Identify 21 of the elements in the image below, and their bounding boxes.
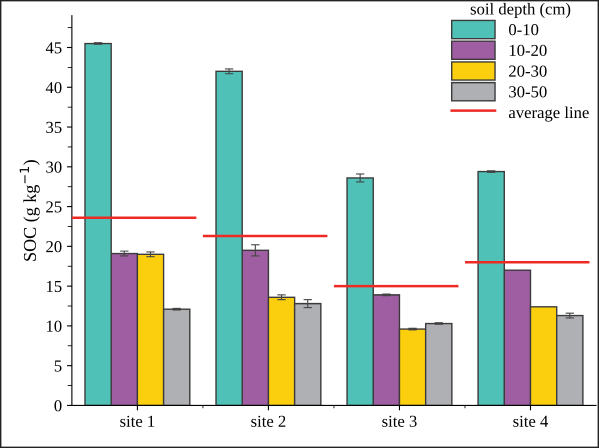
x-tick-label: site 2 xyxy=(251,416,286,427)
y-tick-label: 35 xyxy=(46,122,62,133)
y-tick-label: 40 xyxy=(46,82,62,94)
y-tick-label: 10 xyxy=(46,320,62,332)
x-tick-label: site 4 xyxy=(513,416,548,427)
x-tick-label: site 1 xyxy=(120,416,154,427)
y-tick-label: 5 xyxy=(54,360,62,372)
legend-label: 10-20 xyxy=(510,44,547,56)
y-tick-label: 30 xyxy=(46,162,62,173)
y-tick-label: 20 xyxy=(46,241,62,252)
legend-label: 30-50 xyxy=(509,86,547,98)
legend-label: 20-30 xyxy=(509,65,547,77)
y-tick-label: 15 xyxy=(46,280,62,292)
y-tick-label: 45 xyxy=(46,42,62,54)
y-axis-title: SOC (g kg$^{−1}$) xyxy=(20,160,40,261)
y-tick-label: 0 xyxy=(54,400,62,412)
x-tick-label: site 3 xyxy=(382,416,417,427)
legend-title: soil depth (cm) xyxy=(470,2,570,18)
legend-label: 0-10 xyxy=(509,24,538,36)
y-tick-label: 25 xyxy=(46,201,62,213)
legend-label: average line xyxy=(508,106,589,122)
